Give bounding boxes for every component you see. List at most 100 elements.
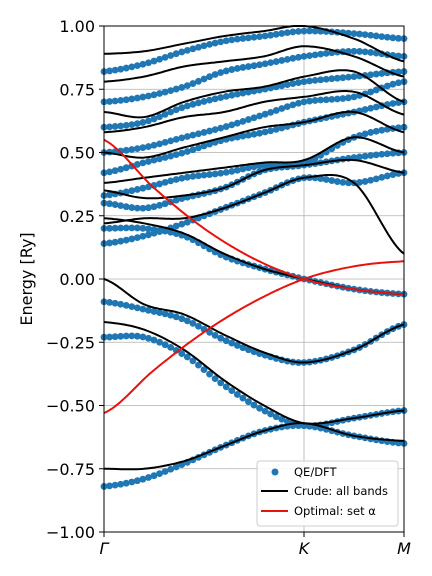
dft-point	[200, 42, 208, 50]
dft-point	[345, 94, 352, 102]
dft-point	[200, 98, 208, 105]
dft-point	[139, 144, 147, 152]
dft-point	[278, 30, 286, 37]
dft-point	[378, 70, 386, 77]
dft-point	[378, 33, 386, 41]
dft-point	[150, 57, 158, 65]
dft-point	[150, 156, 158, 164]
dft-point	[139, 333, 147, 341]
dft-point	[172, 222, 180, 230]
dft-point	[106, 168, 113, 176]
dft-point	[195, 144, 202, 152]
dft-point	[133, 224, 141, 232]
dft-point	[250, 401, 258, 409]
dft-point	[311, 97, 319, 104]
dft-point	[250, 33, 258, 41]
dft-point	[139, 232, 147, 240]
dft-point	[245, 116, 252, 123]
dft-point	[383, 82, 391, 90]
dft-point	[183, 46, 191, 54]
dft-point	[106, 200, 113, 208]
y-tick-label: −1.00	[46, 523, 95, 542]
dft-point	[267, 108, 275, 116]
dft-point	[117, 97, 125, 104]
dft-point	[372, 70, 380, 78]
dft-point	[122, 121, 130, 129]
dft-point	[322, 49, 330, 57]
dft-point	[106, 67, 113, 75]
dft-point	[245, 131, 252, 139]
dft-point	[178, 315, 186, 323]
dft-point	[128, 63, 136, 71]
dft-point	[133, 186, 141, 193]
dft-point	[106, 239, 113, 247]
crude-band-line	[103, 158, 405, 200]
dft-point	[317, 96, 325, 104]
dft-point	[195, 172, 202, 180]
dft-point	[145, 204, 152, 212]
dft-point	[145, 306, 152, 314]
dft-point	[178, 220, 186, 228]
dft-point	[133, 332, 141, 340]
dft-point	[139, 93, 147, 101]
dft-point	[289, 101, 297, 109]
dft-point	[139, 184, 147, 192]
dft-point	[111, 201, 119, 208]
dft-point	[372, 127, 380, 135]
dft-point	[206, 140, 213, 148]
dft-point	[261, 110, 269, 118]
dft-point	[178, 48, 186, 56]
dft-point	[200, 142, 208, 150]
dft-point	[172, 463, 180, 471]
dft-point	[367, 88, 375, 96]
dft-point	[300, 27, 308, 35]
dft-point	[222, 123, 230, 130]
dft-point	[150, 308, 158, 315]
dft-point	[117, 147, 125, 155]
dft-point	[195, 322, 202, 330]
dft-point	[183, 218, 191, 226]
dft-point	[122, 301, 130, 309]
dft-point	[383, 33, 391, 41]
dft-point	[245, 88, 252, 96]
dft-point	[150, 472, 158, 480]
dft-point	[117, 237, 125, 245]
dft-point	[239, 89, 247, 97]
dft-point	[383, 172, 391, 180]
dft-point	[150, 115, 158, 123]
dft-point	[172, 106, 180, 114]
dft-point	[372, 103, 380, 111]
dft-point	[311, 76, 319, 84]
dft-point	[106, 123, 113, 131]
dft-point	[250, 130, 258, 138]
dft-point	[295, 27, 302, 35]
dft-point	[317, 76, 325, 84]
dft-point	[311, 27, 319, 35]
crude-band-line	[103, 69, 405, 119]
crude-band-line	[103, 136, 405, 184]
dft-point	[361, 31, 369, 39]
dft-point	[183, 82, 191, 90]
dft-point	[128, 187, 136, 195]
dft-point	[150, 141, 158, 149]
dft-point	[167, 311, 175, 319]
dft-point	[128, 224, 136, 232]
x-tick-label: Γ	[100, 539, 110, 558]
dft-point	[161, 54, 169, 61]
dft-point	[178, 104, 186, 112]
dft-point	[106, 299, 113, 306]
dft-point	[289, 28, 297, 36]
dft-point	[372, 86, 380, 94]
dft-point	[261, 32, 269, 40]
dft-point	[122, 479, 130, 487]
dft-point	[350, 93, 358, 101]
dft-point	[272, 413, 280, 421]
dft-point	[272, 30, 280, 38]
dft-point	[228, 91, 236, 99]
dft-point	[217, 169, 225, 177]
dft-point	[222, 67, 230, 75]
dft-point	[295, 53, 302, 61]
dft-point	[256, 61, 263, 69]
dft-point	[189, 80, 197, 87]
dft-point	[178, 174, 186, 182]
